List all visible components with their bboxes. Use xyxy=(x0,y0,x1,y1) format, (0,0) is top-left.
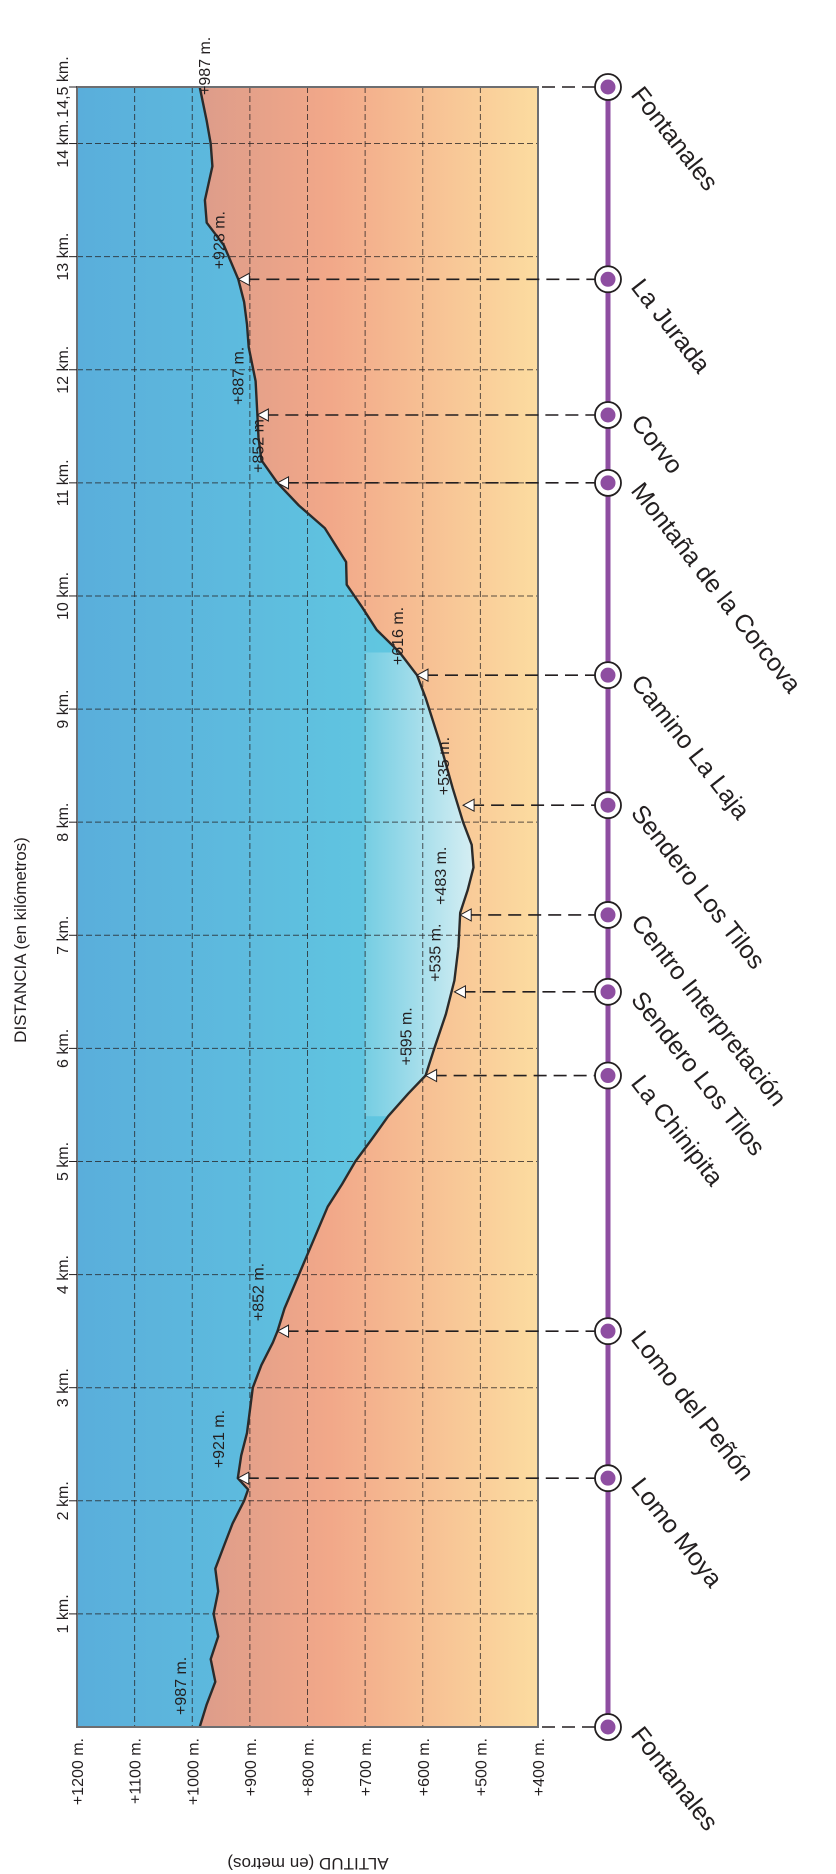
y-tick-label: +800 m. xyxy=(301,1738,318,1796)
elevation-label: +921 m. xyxy=(211,1410,228,1468)
elevation-label: +616 m. xyxy=(390,607,407,665)
y-tick-label: +700 m. xyxy=(358,1738,375,1796)
profile-line xyxy=(198,86,475,1728)
elevation-label: +928 m. xyxy=(211,211,228,269)
marker-triangle xyxy=(276,476,290,490)
x-tick-label: 14,5 km. xyxy=(55,56,72,117)
marker-triangle xyxy=(237,272,250,287)
stop-dot xyxy=(600,79,616,95)
stop-dot xyxy=(600,1323,616,1339)
y-tick-label: +500 m. xyxy=(473,1738,490,1796)
marker-triangle xyxy=(462,798,475,813)
x-tick-label: 12 km. xyxy=(55,346,72,394)
marker-triangle xyxy=(256,408,269,422)
y-tick-label: +1100 m. xyxy=(128,1738,145,1804)
sky-area xyxy=(77,87,474,1727)
x-tick-label: 11 km. xyxy=(55,459,72,506)
stop-name: Montaña de la Corcova xyxy=(625,477,806,698)
elevation-label: +852 m. xyxy=(251,415,268,473)
x-tick-label: 4 km. xyxy=(55,1255,72,1294)
stop-name: La Jurada xyxy=(625,274,716,379)
y-tick-label: +400 m. xyxy=(531,1738,548,1796)
stop-dot xyxy=(600,907,616,923)
x-tick-label: 8 km. xyxy=(55,803,72,842)
elevation-label: +483 m. xyxy=(433,847,450,905)
marker-triangle xyxy=(453,984,466,999)
marker-triangle xyxy=(276,1324,290,1338)
y-tick-label: +1200 m. xyxy=(70,1738,87,1805)
x-tick-label: 13 km. xyxy=(55,233,72,281)
y-axis-label: ALTITUD (en metros) xyxy=(227,1854,388,1873)
y-tick-label: +1000 m. xyxy=(185,1738,202,1805)
x-tick-label: 7 km. xyxy=(55,916,72,955)
stop-name: Lomo Moya xyxy=(625,1473,728,1593)
stop-dot xyxy=(600,984,616,1000)
y-tick-label: +900 m. xyxy=(243,1738,260,1796)
stop-dot xyxy=(600,797,616,813)
x-tick-label: 14 km. xyxy=(55,120,72,168)
altitude-ticks: +1200 m. +1100 m. +1000 m. +900 m. +800 m. +7… xyxy=(70,1738,548,1805)
x-tick-label: 10 km. xyxy=(55,572,72,620)
stop-name: Fontanales xyxy=(625,81,723,196)
stop-name: Lomo del Peñón xyxy=(625,1326,759,1487)
stop-dot xyxy=(600,407,616,423)
y-tick-label: +600 m. xyxy=(416,1738,433,1796)
stop-dot xyxy=(600,667,616,683)
elevation-label: +987 m. xyxy=(173,1657,190,1715)
stop-dot xyxy=(600,1719,616,1735)
x-tick-label: 5 km. xyxy=(55,1142,72,1181)
elevation-annotations: +987 m. +921 m. +852 m. +595 m. +535 m. +483 … xyxy=(173,37,596,1728)
stop-dot xyxy=(600,1470,616,1486)
x-tick-label: 6 km. xyxy=(55,1029,72,1068)
marker-triangle xyxy=(236,1471,250,1486)
x-tick-label: 2 km. xyxy=(55,1481,72,1520)
elevation-label: +887 m. xyxy=(230,347,247,405)
elevation-label: +595 m. xyxy=(399,1007,416,1065)
x-tick-label: 9 km. xyxy=(55,690,72,729)
stop-dot xyxy=(600,1068,616,1084)
stop-name: Corvo xyxy=(625,409,688,479)
x-tick-label: 1 km. xyxy=(55,1594,72,1633)
elevation-label: +535 m. xyxy=(436,737,453,795)
stop-dot xyxy=(600,271,616,287)
elevation-label: +852 m. xyxy=(251,1263,268,1321)
stop-dot xyxy=(600,475,616,491)
stop-name: Fontanales xyxy=(625,1721,723,1836)
plot-frame xyxy=(76,86,539,1728)
marker-triangle xyxy=(459,908,472,922)
x-tick-label: 3 km. xyxy=(55,1368,72,1407)
elevation-label: +987 m. xyxy=(197,37,214,95)
marker-triangle xyxy=(415,668,429,682)
elevation-profile xyxy=(76,86,539,1728)
distance-ticks: 1 km. 2 km. 3 km. 4 km. 5 km. 6 km. 7 km. 8 km.… xyxy=(55,56,77,1633)
x-axis-label: DISTANCIA (en kilómetros) xyxy=(11,837,30,1043)
marker-triangle xyxy=(424,1068,438,1083)
elevation-label: +535 m. xyxy=(427,924,444,982)
